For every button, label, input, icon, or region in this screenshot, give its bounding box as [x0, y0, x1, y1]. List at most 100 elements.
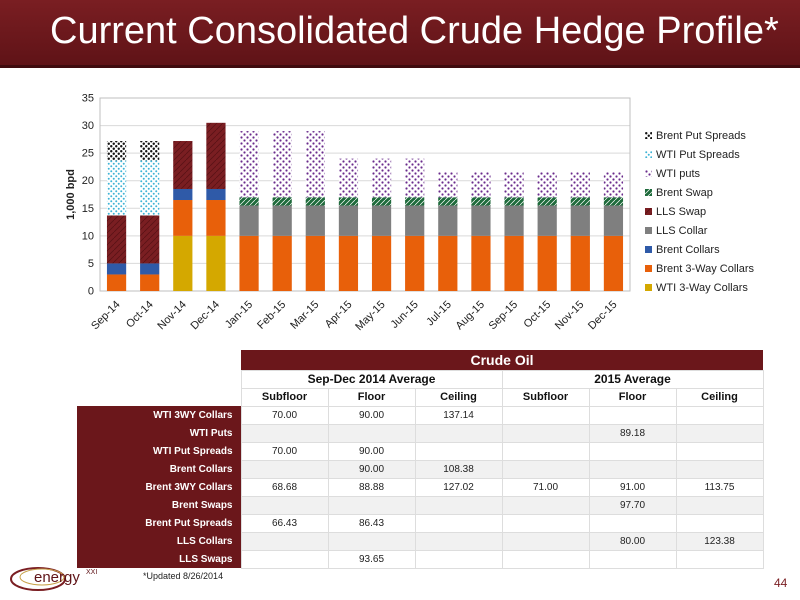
- table-row: Brent Swaps 97.70: [77, 495, 764, 515]
- bar-segment-wti_3way: [206, 235, 226, 291]
- legend-item: Brent Swap: [645, 183, 795, 202]
- column-header: Ceiling: [675, 387, 764, 407]
- x-tick-label: Feb-15: [255, 299, 288, 332]
- x-tick-label: Aug-15: [453, 299, 487, 333]
- bar-segment-lls_swap: [140, 215, 160, 264]
- bar-segment-lls_collar: [405, 205, 425, 236]
- bar-segment-brent_3way: [471, 235, 491, 291]
- row-label: WTI 3WY Collars: [77, 406, 241, 424]
- bar-segment-wti_puts: [239, 131, 259, 198]
- table-cell: [675, 441, 764, 461]
- table-cell: [675, 423, 764, 443]
- bar-segment-brent_3way: [173, 200, 193, 236]
- row-label: WTI Put Spreads: [77, 442, 241, 460]
- table-cell: [414, 549, 503, 569]
- table-cell: [588, 549, 677, 569]
- bar-segment-wti_puts: [504, 172, 524, 198]
- legend-label: Brent Put Spreads: [656, 129, 746, 142]
- table-cell: 70.00: [240, 405, 329, 425]
- table-cell: [588, 405, 677, 425]
- legend-swatch: [645, 284, 652, 291]
- table-cell: 70.00: [240, 441, 329, 461]
- table-cell: [675, 405, 764, 425]
- y-axis-label: 1,000 bpd: [65, 169, 77, 220]
- bar-segment-wti_puts: [603, 172, 624, 198]
- bar-segment-lls_collar: [537, 205, 557, 236]
- bar-segment-brent_swap: [305, 197, 325, 206]
- bar-segment-lls_collar: [272, 205, 292, 236]
- bar-segment-brent_collars: [140, 263, 160, 275]
- bar-segment-brent_3way: [438, 235, 458, 291]
- bar-segment-brent_swap: [471, 197, 491, 206]
- table-row: LLS Swaps 93.65: [77, 549, 764, 569]
- legend-swatch: [645, 151, 652, 158]
- table-cell: [501, 513, 590, 533]
- table-cell: 89.18: [588, 423, 677, 443]
- x-tick-label: Nov-14: [155, 299, 189, 333]
- legend-swatch: [645, 208, 652, 215]
- column-header: Subfloor: [501, 387, 590, 407]
- bar-segment-brent_3way: [603, 235, 624, 291]
- x-tick-label: Oct-15: [521, 299, 553, 331]
- energy-xxi-logo: energy XXI: [10, 567, 97, 591]
- group-header-2014: Sep-Dec 2014 Average: [240, 369, 503, 389]
- plot-frame: [99, 97, 631, 292]
- bar-segment-lls_swap: [173, 141, 193, 189]
- legend-label: LLS Swap: [656, 205, 707, 218]
- table-row: WTI Put Spreads 70.00 90.00: [77, 441, 764, 461]
- x-tick-label: Dec-14: [188, 299, 222, 333]
- table-cell: [588, 441, 677, 461]
- table-cell: [501, 549, 590, 569]
- table-cell: 137.14: [414, 405, 503, 425]
- y-tick-label: 25: [82, 148, 94, 160]
- bar-segment-brent_swap: [239, 197, 259, 206]
- y-tick-label: 20: [82, 175, 94, 187]
- bar-segment-lls_collar: [471, 205, 491, 236]
- table-cell: 93.65: [327, 549, 416, 569]
- table-cell: [240, 531, 329, 551]
- row-label: Brent Collars: [77, 460, 241, 478]
- legend-item: Brent 3-Way Collars: [645, 259, 795, 278]
- bar-segment-brent_3way: [405, 235, 425, 291]
- logo-suffix: XXI: [86, 569, 97, 576]
- table-row: WTI Puts 89.18: [77, 423, 764, 443]
- bar-segment-brent_3way: [371, 235, 392, 291]
- table-cell: 91.00: [588, 477, 677, 497]
- legend-swatch: [645, 189, 652, 196]
- bar-segment-brent_3way: [504, 235, 524, 291]
- bar-segment-wti_puts: [338, 158, 359, 198]
- table-cell: [675, 459, 764, 479]
- table-cell: 66.43: [240, 513, 329, 533]
- bar-segment-brent_put_spreads: [140, 141, 160, 161]
- row-label: Brent 3WY Collars: [77, 478, 241, 496]
- legend-swatch: [645, 132, 652, 139]
- y-tick-label: 30: [82, 120, 94, 132]
- table-corner: [77, 388, 241, 406]
- bar-segment-brent_swap: [438, 197, 458, 206]
- legend-label: Brent 3-Way Collars: [656, 262, 755, 275]
- table-cell: [327, 423, 416, 443]
- bar-segment-brent_3way: [570, 235, 590, 291]
- legend-label: WTI 3-Way Collars: [656, 281, 748, 294]
- bar-segment-lls_swap: [206, 122, 226, 189]
- column-header: Floor: [588, 387, 677, 407]
- table-header-crude-oil: Crude Oil: [241, 350, 763, 370]
- table-cell: [240, 423, 329, 443]
- table-cell: [240, 459, 329, 479]
- table-cell: [501, 531, 590, 551]
- table-row: Brent 3WY Collars 68.68 88.88 127.02 71.00 91…: [77, 477, 764, 497]
- table-cell: 90.00: [327, 459, 416, 479]
- hedge-table-wrap: Crude Oil Sep-Dec 2014 Average 2015 Aver…: [77, 350, 764, 569]
- table-cell: [588, 459, 677, 479]
- bar-segment-wti_put_spreads: [140, 160, 160, 216]
- table-cell: [414, 423, 503, 443]
- table-cell: [414, 441, 503, 461]
- table-row: WTI 3WY Collars 70.00 90.00 137.14: [77, 405, 764, 425]
- table-cell: 127.02: [414, 477, 503, 497]
- table-cell: [414, 531, 503, 551]
- bar-segment-brent_3way: [206, 200, 226, 236]
- table-corner: [77, 370, 241, 388]
- legend-item: WTI Put Spreads: [645, 145, 795, 164]
- legend-item: LLS Swap: [645, 202, 795, 221]
- table-cell: [501, 423, 590, 443]
